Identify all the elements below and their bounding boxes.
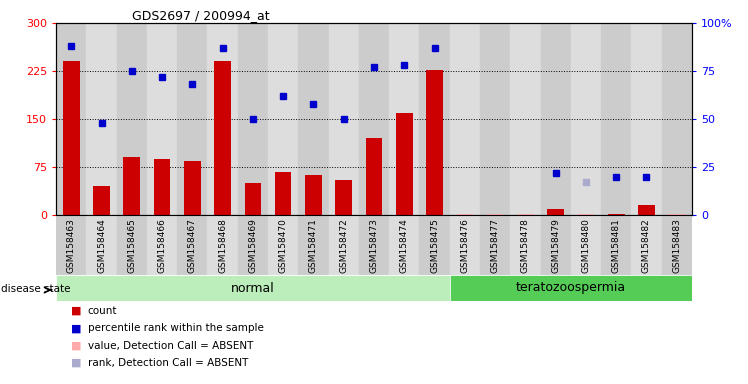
Text: teratozoospermia: teratozoospermia — [515, 281, 626, 295]
Bar — [517, 214, 534, 215]
Bar — [63, 61, 79, 215]
Bar — [631, 23, 662, 215]
Bar — [638, 205, 654, 215]
Bar — [238, 23, 268, 215]
Text: ■: ■ — [71, 341, 82, 351]
Bar — [275, 172, 292, 215]
Text: GSM158466: GSM158466 — [158, 218, 167, 273]
Bar — [117, 23, 147, 215]
Bar — [548, 209, 564, 215]
Bar — [214, 61, 231, 215]
Text: GSM158470: GSM158470 — [279, 218, 288, 273]
Bar — [608, 214, 625, 215]
Bar — [245, 183, 261, 215]
Text: normal: normal — [231, 281, 275, 295]
Bar — [184, 161, 200, 215]
Bar — [328, 215, 359, 275]
Text: GSM158472: GSM158472 — [340, 218, 349, 273]
Bar — [268, 215, 298, 275]
Bar — [450, 23, 480, 215]
Text: GSM158482: GSM158482 — [642, 218, 651, 273]
Bar — [268, 23, 298, 215]
Bar — [480, 215, 510, 275]
Bar — [541, 215, 571, 275]
Bar — [571, 215, 601, 275]
Bar — [298, 23, 328, 215]
Text: GSM158471: GSM158471 — [309, 218, 318, 273]
Bar — [601, 23, 631, 215]
Bar — [480, 23, 510, 215]
Text: rank, Detection Call = ABSENT: rank, Detection Call = ABSENT — [88, 358, 248, 368]
Text: ■: ■ — [71, 323, 82, 333]
Text: GSM158468: GSM158468 — [218, 218, 227, 273]
Bar — [662, 23, 692, 215]
Text: GSM158474: GSM158474 — [399, 218, 408, 273]
Bar — [94, 186, 110, 215]
Text: percentile rank within the sample: percentile rank within the sample — [88, 323, 263, 333]
Text: disease state: disease state — [1, 284, 71, 294]
Bar — [420, 23, 450, 215]
Text: count: count — [88, 306, 117, 316]
Text: GSM158475: GSM158475 — [430, 218, 439, 273]
Bar — [56, 275, 450, 301]
Bar — [177, 23, 207, 215]
Bar — [571, 23, 601, 215]
Bar — [510, 215, 541, 275]
Bar — [86, 23, 117, 215]
Bar — [541, 23, 571, 215]
Bar — [177, 215, 207, 275]
Bar — [298, 215, 328, 275]
Bar — [359, 215, 389, 275]
Text: GSM158465: GSM158465 — [127, 218, 136, 273]
Bar — [456, 214, 473, 215]
Bar — [56, 215, 86, 275]
Bar — [631, 215, 662, 275]
Text: GSM158483: GSM158483 — [672, 218, 681, 273]
Text: GDS2697 / 200994_at: GDS2697 / 200994_at — [132, 9, 270, 22]
Text: GSM158476: GSM158476 — [460, 218, 469, 273]
Text: GSM158463: GSM158463 — [67, 218, 76, 273]
Text: GSM158473: GSM158473 — [370, 218, 378, 273]
Bar — [510, 23, 541, 215]
Text: ■: ■ — [71, 306, 82, 316]
Bar — [450, 215, 480, 275]
Bar — [577, 214, 594, 215]
Bar — [366, 138, 382, 215]
Text: GSM158481: GSM158481 — [612, 218, 621, 273]
Text: GSM158479: GSM158479 — [551, 218, 560, 273]
Text: GSM158464: GSM158464 — [97, 218, 106, 273]
Bar — [328, 23, 359, 215]
Bar — [450, 275, 692, 301]
Bar — [426, 70, 443, 215]
Text: GSM158469: GSM158469 — [248, 218, 257, 273]
Bar — [359, 23, 389, 215]
Text: GSM158478: GSM158478 — [521, 218, 530, 273]
Text: value, Detection Call = ABSENT: value, Detection Call = ABSENT — [88, 341, 253, 351]
Text: GSM158467: GSM158467 — [188, 218, 197, 273]
Bar — [117, 215, 147, 275]
Bar — [669, 214, 685, 215]
Bar — [147, 23, 177, 215]
Bar — [396, 113, 413, 215]
Bar — [56, 23, 86, 215]
Text: ■: ■ — [71, 358, 82, 368]
Bar — [147, 215, 177, 275]
Bar — [662, 215, 692, 275]
Bar — [389, 215, 420, 275]
Bar — [123, 157, 140, 215]
Bar — [154, 159, 171, 215]
Bar — [207, 215, 238, 275]
Text: GSM158480: GSM158480 — [581, 218, 590, 273]
Bar — [238, 215, 268, 275]
Bar — [389, 23, 420, 215]
Bar — [420, 215, 450, 275]
Bar — [335, 180, 352, 215]
Bar — [601, 215, 631, 275]
Bar — [86, 215, 117, 275]
Bar — [305, 175, 322, 215]
Bar — [207, 23, 238, 215]
Bar — [487, 214, 503, 215]
Text: GSM158477: GSM158477 — [491, 218, 500, 273]
